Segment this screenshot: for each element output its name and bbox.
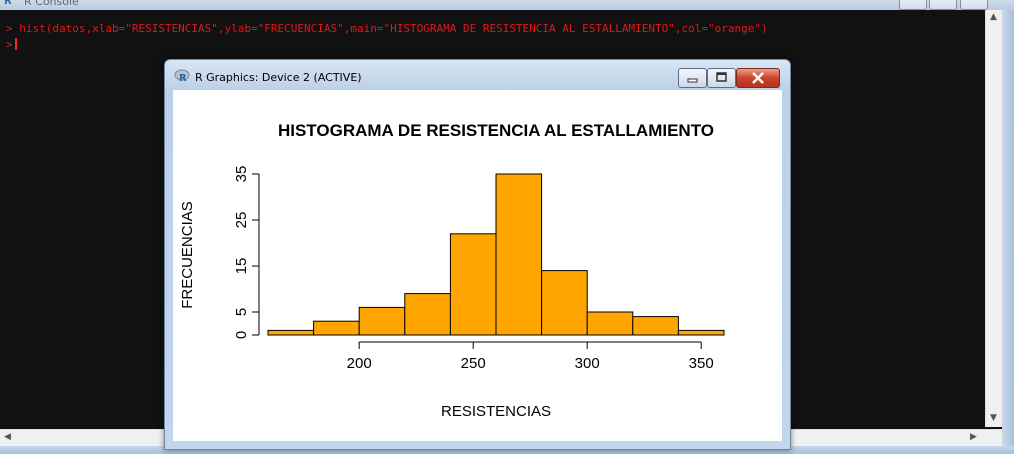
text-cursor (14, 38, 17, 50)
console-prompt: > (6, 38, 13, 51)
x-tick-label: 200 (347, 355, 372, 372)
y-tick-label: 0 (233, 331, 250, 339)
y-tick-label: 5 (233, 308, 250, 316)
r-logo-icon: R (174, 69, 190, 83)
close-icon (752, 72, 764, 84)
close-button[interactable] (736, 68, 780, 88)
maximize-icon (716, 72, 727, 82)
console-maximize-button[interactable] (929, 0, 957, 10)
y-axis: 0 5 15 25 35 (233, 166, 260, 339)
scroll-down-icon[interactable]: ▼ (990, 413, 997, 423)
window-border (1002, 10, 1014, 454)
y-tick-label: 25 (233, 212, 250, 229)
x-axis: 200 250 300 350 (347, 341, 714, 372)
histogram-bar (632, 316, 679, 336)
histogram-bar (358, 306, 406, 336)
y-tick-label: 35 (233, 166, 250, 183)
y-axis-label: FRECUENCIAS (179, 201, 196, 309)
histogram-bar (541, 270, 588, 336)
x-tick-label: 250 (461, 355, 486, 372)
console-command-line: > hist(datos,xlab="RESISTENCIAS",ylab="F… (6, 22, 768, 35)
chart-title: HISTOGRAMA DE RESISTENCIA AL ESTALLAMIEN… (278, 121, 714, 140)
histogram-bar (586, 311, 634, 336)
x-tick-label: 350 (689, 355, 714, 372)
minimize-button[interactable] (678, 68, 707, 88)
histogram-bar (313, 320, 360, 336)
graphics-window[interactable]: R R Graphics: Device 2 (ACTIVE) HISTOGRA… (164, 59, 791, 450)
console-close-button[interactable] (960, 0, 988, 10)
histogram-bar (449, 233, 497, 336)
console-title: R Console (24, 0, 79, 8)
x-axis-label: RESISTENCIAS (441, 403, 551, 420)
histogram-bar (495, 173, 543, 336)
histogram-bar (404, 293, 451, 336)
console-minimize-button[interactable] (899, 0, 927, 10)
window-border-bottom (0, 446, 1014, 454)
scroll-left-icon[interactable]: ◀ (4, 432, 11, 442)
console-prompt-line[interactable]: > (6, 38, 17, 51)
x-tick-label: 300 (575, 355, 600, 372)
scroll-right-icon[interactable]: ▶ (970, 432, 977, 442)
vertical-scrollbar[interactable]: ▲ ▼ (985, 10, 1003, 427)
scroll-up-icon[interactable]: ▲ (990, 12, 997, 22)
plot-area: HISTOGRAMA DE RESISTENCIA AL ESTALLAMIEN… (173, 90, 782, 441)
maximize-button[interactable] (707, 68, 736, 88)
histogram-bar (677, 329, 725, 336)
histogram-chart: HISTOGRAMA DE RESISTENCIA AL ESTALLAMIEN… (179, 121, 725, 420)
histogram-bar (267, 329, 315, 336)
bars-group (267, 173, 725, 336)
svg-text:R: R (179, 73, 187, 83)
y-tick-label: 15 (233, 258, 250, 275)
console-titlebar: R R Console (0, 0, 1014, 10)
graphics-window-title: R Graphics: Device 2 (ACTIVE) (195, 71, 362, 84)
r-logo-icon: R (4, 0, 12, 7)
minimize-icon (687, 78, 698, 83)
